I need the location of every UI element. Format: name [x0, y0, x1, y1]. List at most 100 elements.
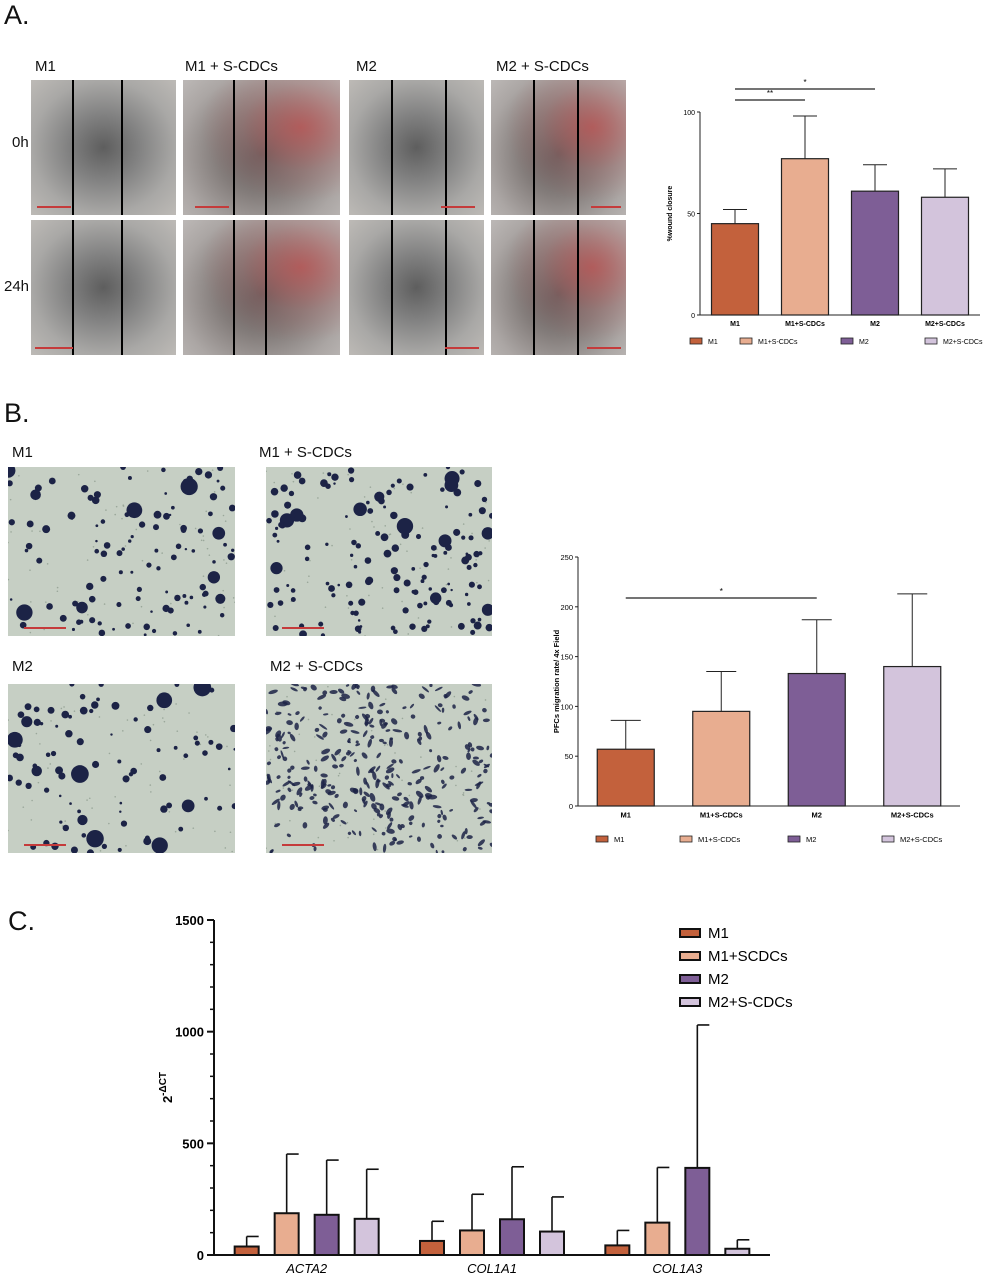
migrated-cell — [437, 721, 442, 725]
migrated-cell — [58, 772, 66, 780]
migrated-cell — [68, 714, 72, 719]
migrated-cell — [233, 747, 235, 751]
legend-label-m2-s-cdcs: M2+S-CDCs — [708, 994, 793, 1011]
migrated-cell — [445, 544, 452, 551]
migrated-cell — [368, 766, 376, 774]
x-tick-label: M2 — [812, 811, 822, 820]
migrated-cell — [97, 621, 102, 626]
bar-m1-s-cdcs — [780, 158, 830, 316]
migrated-cell — [130, 535, 134, 539]
migrated-cell — [304, 544, 311, 551]
migrated-cell — [143, 623, 150, 631]
migrated-cell — [390, 625, 396, 631]
migrated-cell — [415, 533, 422, 540]
migrated-cell — [322, 822, 330, 829]
migrated-cell — [347, 467, 355, 474]
x-tick-label: M2+S-CDCs — [891, 811, 934, 820]
transwell-image-m1-scdcs — [266, 467, 492, 636]
migrated-cell — [215, 743, 223, 750]
migrated-cell — [300, 766, 310, 770]
migrated-cell — [421, 574, 427, 580]
migrated-cell — [443, 550, 448, 555]
wound-image-m1-scdcs-0h — [183, 80, 340, 215]
legend-swatch-m1-scdcs — [679, 951, 701, 961]
migrated-cell — [365, 713, 371, 719]
migrated-cell — [286, 833, 291, 838]
migrated-cell — [89, 617, 96, 624]
migrated-cell — [310, 684, 317, 691]
migrated-cell — [304, 784, 314, 791]
x-tick-label-col1a1: COL1A1 — [467, 1261, 517, 1276]
migrated-cell — [476, 745, 485, 751]
migrated-cell — [353, 758, 357, 763]
migrated-cell — [391, 687, 398, 695]
migrated-cell — [485, 623, 492, 632]
scale-bar — [24, 627, 66, 629]
migrated-cell — [423, 765, 431, 770]
migrated-cell — [382, 741, 387, 745]
migrated-cell — [81, 833, 87, 838]
migrated-cell — [98, 684, 104, 687]
migrated-cell — [271, 798, 280, 806]
migrated-cell — [477, 839, 485, 847]
wound-image-m2-scdcs-24h — [491, 220, 626, 355]
migrated-cell — [369, 792, 376, 802]
y-tick-label: 500 — [182, 1136, 204, 1151]
migrated-cell — [77, 814, 88, 826]
migrated-cell — [440, 767, 445, 771]
migrated-cell — [356, 690, 361, 695]
migrated-cell — [213, 575, 217, 580]
migrated-cell — [345, 515, 348, 518]
migrated-cell — [349, 752, 355, 757]
migrated-cell — [374, 491, 385, 502]
migrated-cell — [391, 759, 397, 764]
legend-label-m2-s-cdcs: M2+S-CDCs — [943, 339, 983, 346]
migrated-cell — [313, 765, 318, 772]
migrated-cell — [217, 467, 224, 471]
panel-b-condition-m1: M1 — [12, 444, 33, 461]
migrated-cell — [135, 596, 141, 602]
migrated-cell — [477, 773, 482, 778]
migrated-cell — [435, 849, 439, 853]
migrated-cell — [215, 593, 226, 604]
migrated-cell — [464, 592, 469, 597]
migrated-cell — [386, 828, 395, 834]
migrated-cell — [442, 814, 447, 821]
migrated-cell — [15, 779, 22, 786]
migrated-cell — [122, 775, 130, 783]
migrated-cell — [464, 744, 471, 750]
transwell-image-m1 — [8, 467, 235, 636]
migrated-cell — [120, 467, 126, 470]
migrated-cell — [419, 776, 425, 780]
migrated-cell — [382, 843, 387, 853]
migrated-cell — [288, 490, 295, 497]
panel-a-row-0h: 0h — [12, 134, 29, 151]
migrated-cell — [391, 773, 394, 779]
migrated-cell — [473, 713, 479, 721]
bar-m2-s-cdcs-col1a1 — [539, 1230, 565, 1256]
migrated-cell — [361, 713, 369, 722]
migrated-cell — [336, 718, 342, 724]
migrated-cell — [287, 787, 292, 792]
legend-label-m2: M2 — [859, 339, 869, 346]
migrated-cell — [116, 550, 123, 557]
panel-a-condition-m1: M1 — [35, 58, 56, 75]
migrated-cell — [25, 782, 32, 790]
migrated-cell — [295, 711, 300, 716]
migrated-cell — [151, 837, 168, 853]
migrated-cell — [383, 722, 388, 726]
migrated-cell — [299, 630, 307, 636]
migrated-cell — [355, 543, 362, 549]
migrated-cell — [415, 778, 422, 785]
migrated-cell — [24, 703, 32, 711]
migrated-cell — [195, 467, 203, 476]
migrated-cell — [87, 494, 94, 501]
migrated-cell — [424, 785, 433, 793]
transwell-image-m2 — [8, 684, 235, 853]
migrated-cell — [161, 467, 166, 473]
migrated-cell — [445, 505, 449, 509]
migrated-cell — [334, 748, 342, 756]
migrated-cell — [51, 842, 59, 851]
migrated-cell — [138, 521, 146, 528]
bar-m1-s-cdcs — [692, 710, 751, 807]
